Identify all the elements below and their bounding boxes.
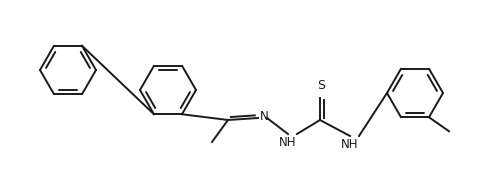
- Text: NH: NH: [341, 138, 359, 151]
- Text: NH: NH: [279, 136, 297, 149]
- Text: N: N: [260, 111, 269, 124]
- Text: S: S: [317, 79, 325, 92]
